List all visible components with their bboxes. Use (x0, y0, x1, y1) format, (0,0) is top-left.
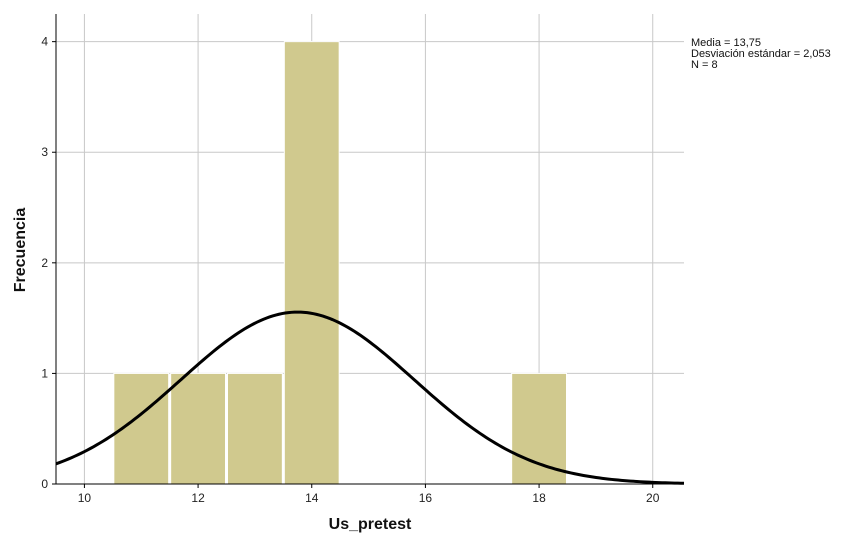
axes (55, 14, 684, 485)
histogram-bar-13 (226, 372, 283, 485)
y-tick-label: 2 (41, 256, 48, 270)
x-tick-label: 10 (78, 491, 92, 505)
stats-mean: Media = 13,75 (691, 37, 761, 49)
x-tick-label: 14 (305, 491, 319, 505)
y-tick-label: 4 (41, 35, 48, 49)
histogram-bar-14 (283, 41, 340, 485)
y-axis-ticks: 0 1 2 3 4 (41, 35, 56, 491)
x-tick-label: 20 (646, 491, 660, 505)
x-axis-ticks: 10 12 14 16 18 20 (78, 484, 660, 505)
stats-n: N = 8 (691, 59, 718, 71)
histogram-bar-11 (113, 372, 170, 485)
x-tick-label: 18 (532, 491, 546, 505)
normal-curve (55, 310, 685, 485)
y-tick-label: 1 (41, 366, 48, 380)
x-axis-title: Us_pretest (329, 516, 412, 533)
y-tick-label: 0 (41, 477, 48, 491)
histogram-bar-12 (170, 372, 226, 485)
x-tick-label: 16 (419, 491, 433, 505)
histogram-bar-18 (511, 372, 567, 485)
x-tick-label: 12 (191, 491, 205, 505)
stats-std-dev: Desviación estándar = 2,053 (691, 48, 831, 60)
y-tick-label: 3 (41, 145, 48, 159)
y-axis-title: Frecuencia (12, 208, 29, 293)
